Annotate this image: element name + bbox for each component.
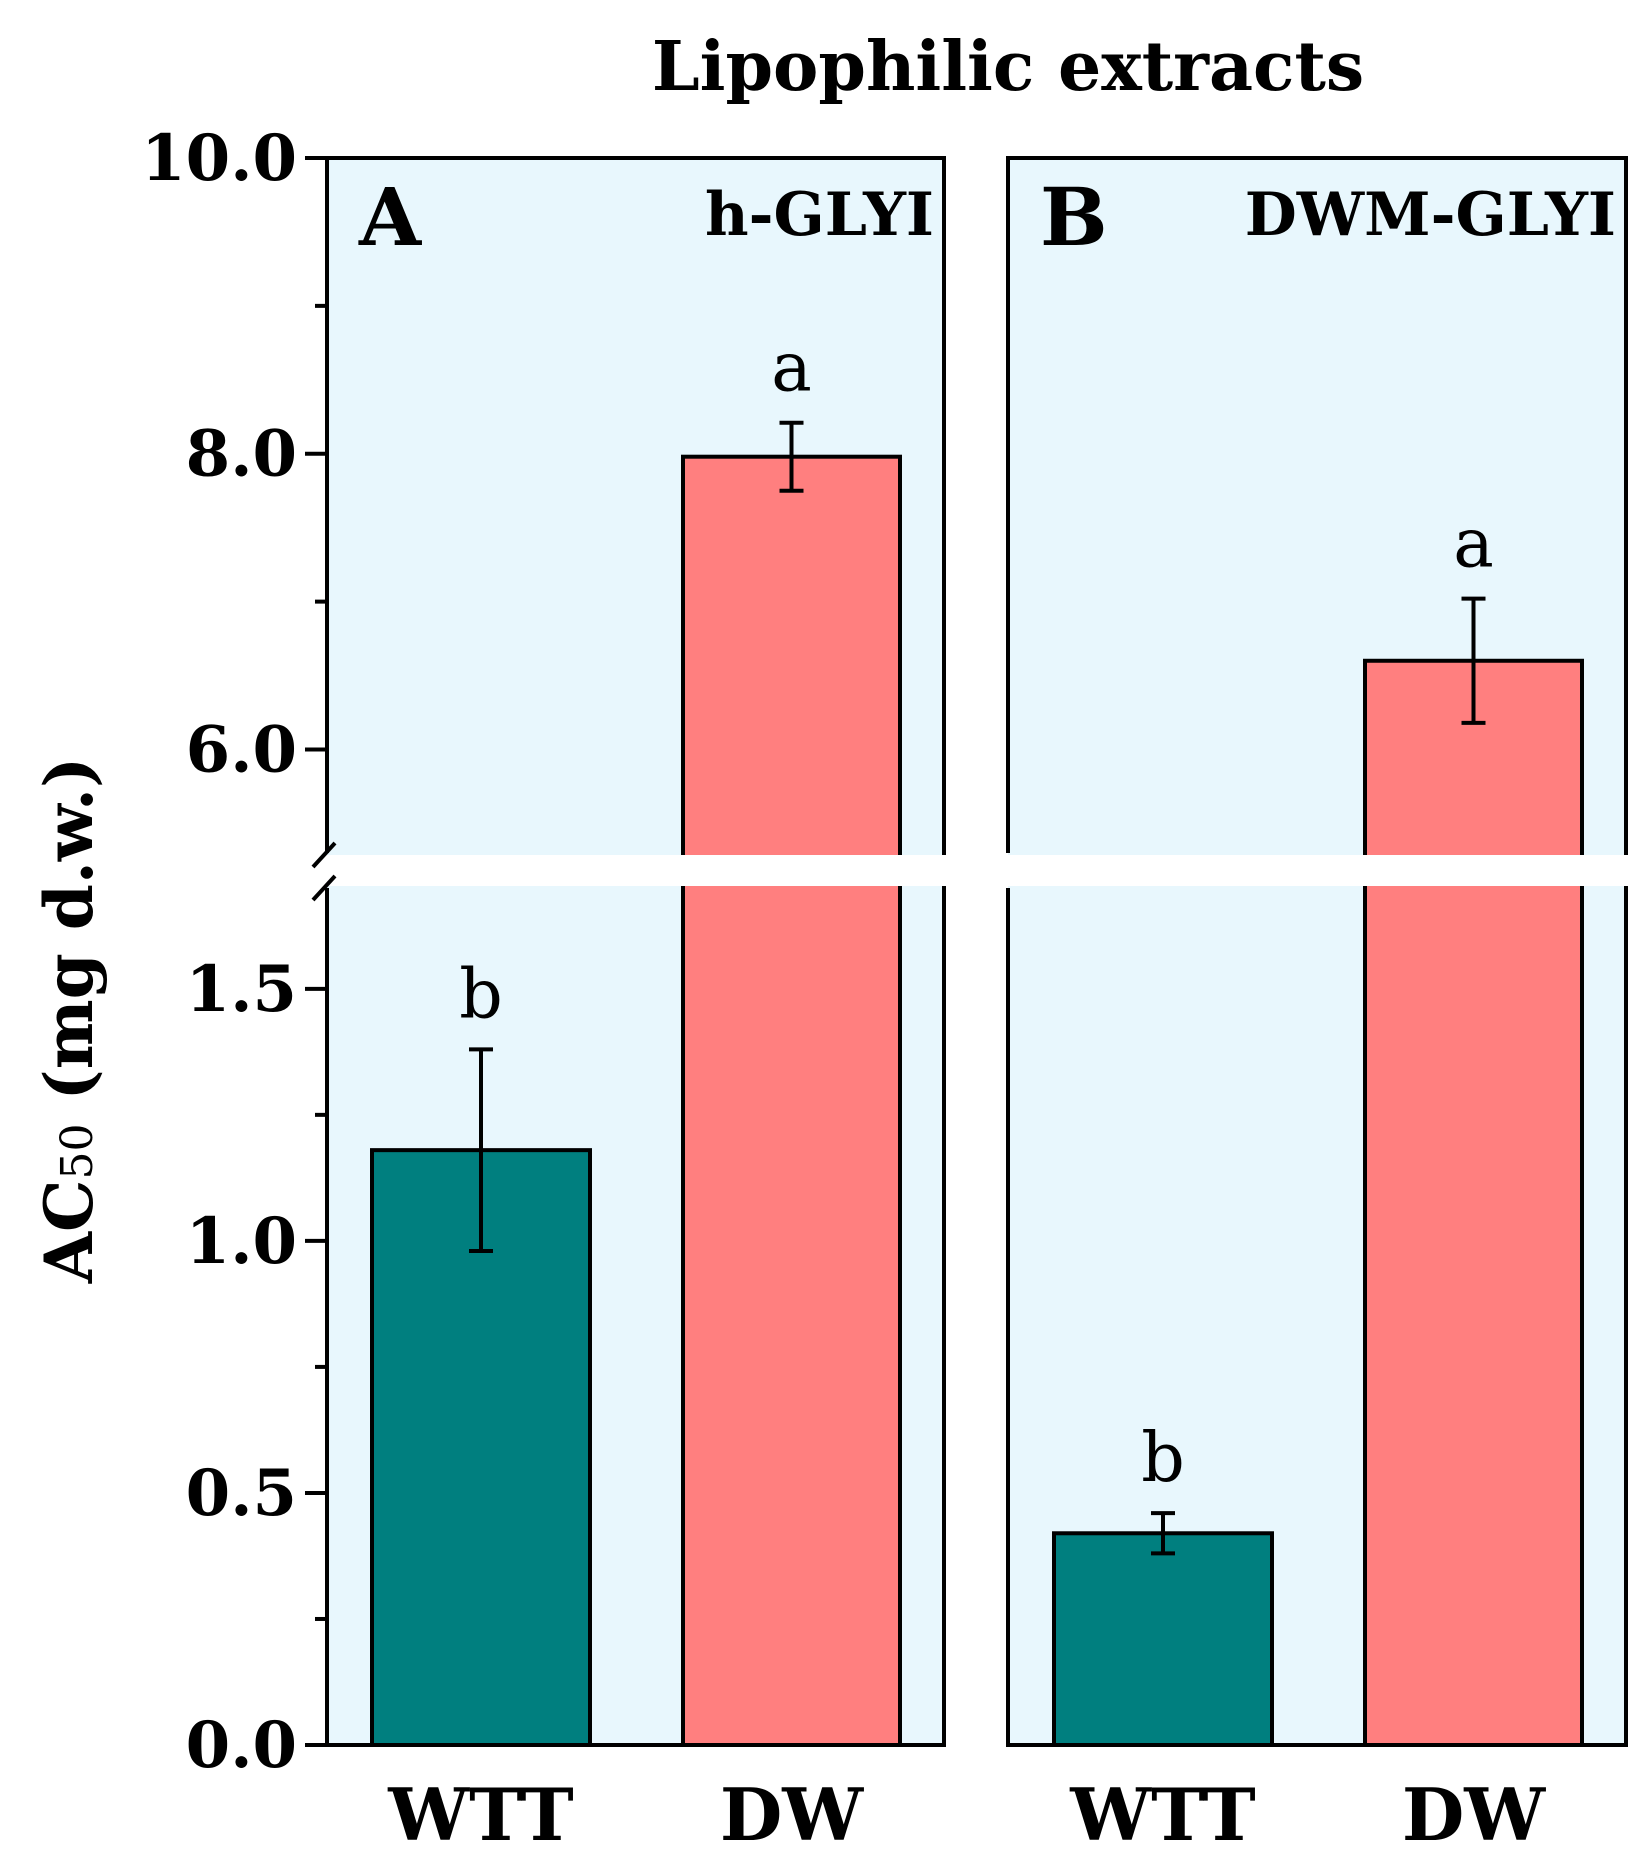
panel-b-name: DWM-GLYI [1245,180,1616,250]
panel-b-wtt-bar [1052,1531,1274,1748]
panel-a-name: h-GLYI [705,180,934,250]
y-tick-label-upper-0: 6.0 [186,712,297,787]
panel-a-letter: A [358,170,422,264]
plot-area: b WTT a DW A h-GLYI b WTT a DW B DWM-GLYI 0.0 0.5 1.0 1… [141,121,1629,1857]
y-tick-label-upper-2: 10.0 [141,121,297,196]
panel-b-dw-category-label: DW [1402,1772,1546,1857]
y-tick-label-lower-2: 1.0 [186,1204,297,1279]
y-axis-label: AC50 (mg d.w.) [30,757,108,1284]
panel-b-dw-significance-letter: a [1453,505,1494,584]
axis-break-mark-bottom [311,874,337,902]
panel-a-frame [325,156,946,1747]
panel-a-axis-break-gap [324,855,947,886]
y-axis-label-main: AC [30,1179,108,1284]
y-tick-label-lower-1: 0.5 [186,1456,297,1531]
y-axis-label-unit: (mg d.w.) [30,757,108,1124]
panel-b-frame [1006,156,1628,1747]
panel-b-axis-break-gap [1005,855,1629,886]
panel-b-wtt-significance-letter: b [1141,1419,1185,1498]
panel-b-wtt-category-label: WTT [1069,1772,1255,1857]
panel-a-wtt-significance-letter: b [459,955,503,1034]
panel-a-dw-category-label: DW [720,1772,864,1857]
panel-a-dw-significance-letter: a [771,329,812,408]
chart-title: Lipophilic extracts [652,27,1364,107]
panel-a-dw-bar [681,454,902,1747]
y-tick-label-upper-1: 8.0 [186,417,297,492]
y-tick-label-lower-0: 0.0 [186,1708,297,1783]
y-tick-label-lower-3: 1.5 [186,952,297,1027]
y-axis-label-subscript: 50 [52,1123,103,1179]
panel-a-wtt-category-label: WTT [387,1772,573,1857]
axis-break-mark-top [311,841,337,869]
panel-b-dw-bar [1363,658,1584,1747]
panel-b-letter: B [1040,170,1108,264]
